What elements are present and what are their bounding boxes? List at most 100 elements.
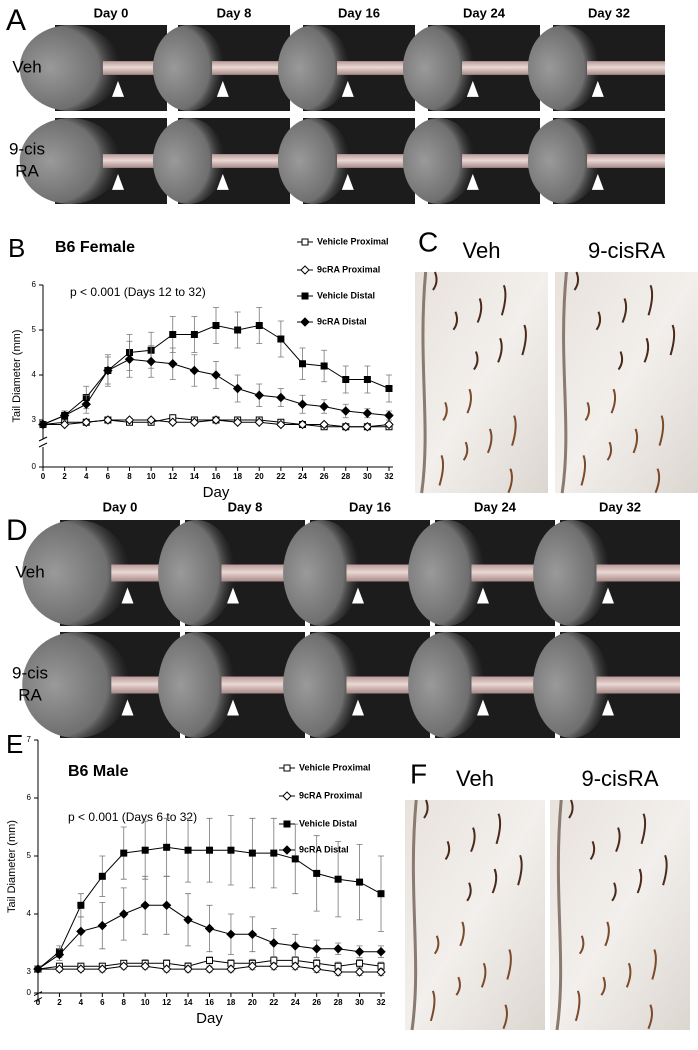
- vessel: [455, 976, 461, 996]
- data-point: [183, 964, 193, 974]
- micrograph: 9-cisRA: [555, 238, 698, 494]
- data-point: [255, 322, 263, 329]
- x-tick-label: 8: [122, 998, 127, 1007]
- tail: [337, 61, 415, 75]
- legend-marker: [300, 265, 310, 275]
- x-tick-label: 26: [320, 472, 329, 481]
- arrowhead: [477, 587, 489, 604]
- x-tick-label: 24: [298, 472, 307, 481]
- x-tick-label: 28: [341, 472, 350, 481]
- data-point: [363, 376, 371, 383]
- data-point: [385, 385, 393, 392]
- column-label: Day 32: [588, 5, 630, 20]
- legend-marker: [300, 317, 310, 327]
- axis-break: [38, 436, 48, 448]
- legend-label: Vehicle Proximal: [317, 236, 389, 246]
- column-label: Day 8: [228, 499, 263, 514]
- column-label: Day 16: [349, 499, 391, 514]
- legend-marker: [301, 238, 309, 246]
- data-point: [146, 356, 156, 367]
- vessel: [640, 813, 647, 845]
- data-point: [320, 362, 328, 370]
- photo: [527, 118, 665, 204]
- row-label: RA: [15, 161, 39, 180]
- x-tick-label: 6: [106, 472, 111, 481]
- data-point: [97, 920, 108, 931]
- vessel: [491, 868, 498, 894]
- x-tick-label: 20: [248, 998, 257, 1007]
- legend-label: 9cRA Distal: [317, 316, 367, 326]
- data-point: [342, 376, 350, 383]
- chart-title: B6 Female: [55, 239, 135, 256]
- tail: [587, 61, 665, 75]
- data-point: [59, 410, 70, 421]
- fur: [22, 632, 131, 738]
- arrowhead: [112, 80, 124, 97]
- y-axis-label: Tail Diameter (mm): [6, 820, 18, 913]
- photo: [533, 520, 680, 626]
- vessel: [610, 388, 617, 414]
- y-tick-label: 5: [32, 325, 37, 334]
- data-point: [226, 929, 236, 940]
- column-label: Day 0: [103, 499, 138, 514]
- legend-label: 9cRA Distal: [299, 844, 349, 854]
- vessel: [606, 441, 613, 461]
- data-point: [38, 419, 48, 430]
- data-point: [169, 331, 177, 338]
- data-point: [81, 417, 91, 427]
- data-point: [124, 354, 135, 364]
- data-point: [189, 365, 200, 376]
- micrograph: Veh: [405, 766, 545, 1031]
- data-point: [319, 419, 329, 430]
- data-point: [384, 419, 394, 430]
- arrowhead: [216, 80, 229, 97]
- data-point: [227, 846, 235, 854]
- fur: [402, 25, 475, 111]
- row-label: 9-cis: [12, 663, 48, 682]
- data-point: [297, 419, 308, 430]
- data-point: [124, 415, 135, 425]
- micrograph: Veh: [415, 238, 548, 494]
- x-tick-label: 4: [79, 998, 84, 1007]
- data-point: [277, 335, 285, 343]
- data-point: [140, 900, 150, 911]
- y-tick-label: 0: [27, 988, 32, 997]
- data-point: [333, 944, 343, 954]
- data-point: [234, 326, 242, 334]
- x-tick-label: 22: [269, 998, 278, 1007]
- y-tick-label: 3: [27, 967, 32, 976]
- data-point: [163, 843, 171, 851]
- photo: [408, 632, 555, 738]
- data-point: [119, 909, 129, 919]
- data-point: [248, 849, 256, 857]
- legend-marker: [283, 764, 291, 772]
- vessel: [615, 827, 621, 852]
- photo: [158, 632, 305, 738]
- x-tick-label: 2: [62, 472, 67, 481]
- data-point: [311, 944, 322, 954]
- vessel: [476, 298, 483, 323]
- photo: [402, 25, 540, 111]
- photo: [22, 520, 180, 626]
- photo: [152, 118, 290, 204]
- photo: [533, 632, 680, 738]
- vessel: [429, 990, 436, 1022]
- y-tick-label: 4: [27, 909, 32, 918]
- vessel: [423, 799, 429, 819]
- data-point: [232, 417, 243, 427]
- data-point: [97, 964, 108, 974]
- y-tick-label: 6: [32, 280, 37, 289]
- arrowhead: [341, 173, 354, 190]
- tail: [462, 154, 540, 168]
- x-tick-label: 28: [334, 998, 343, 1007]
- column-label: Day 24: [463, 5, 506, 20]
- vessel: [507, 468, 513, 494]
- image-label: 9-cisRA: [581, 766, 658, 791]
- x-tick-label: 32: [385, 472, 394, 481]
- vessel: [462, 441, 469, 461]
- panel-label: A: [6, 4, 26, 37]
- vessel: [521, 324, 527, 356]
- tail: [587, 154, 665, 168]
- data-point: [270, 849, 278, 857]
- data-point: [377, 890, 385, 898]
